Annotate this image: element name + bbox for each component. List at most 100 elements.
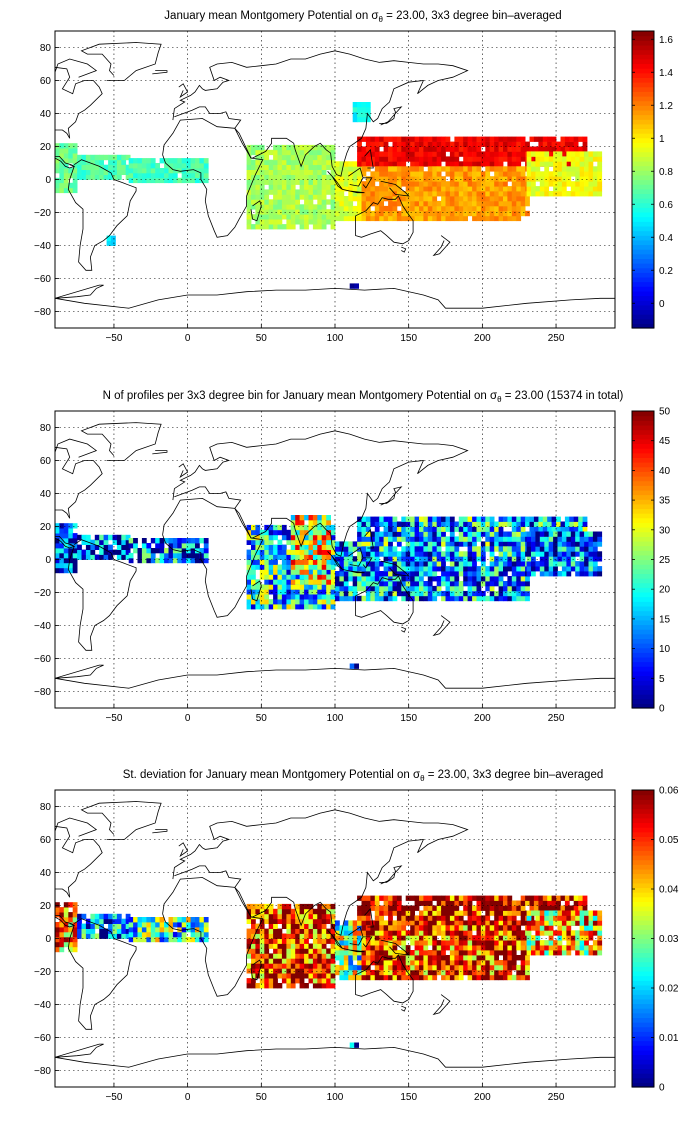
heat-cell: [312, 938, 318, 944]
heat-cell: [321, 978, 327, 984]
heat-cell: [335, 940, 340, 946]
heat-cell: [454, 571, 460, 577]
heat-cell: [273, 584, 278, 590]
heat-cell: [476, 910, 482, 916]
heat-cell: [494, 920, 499, 926]
heat-cell: [396, 146, 402, 152]
heat-cell: [476, 590, 482, 597]
heat-cell: [264, 534, 270, 541]
heat-cell: [317, 564, 323, 570]
heat-cell: [414, 541, 420, 547]
heat-cell: [467, 531, 473, 537]
heat-cell: [564, 521, 570, 527]
heat-cell: [445, 536, 451, 542]
heat-cell: [339, 590, 345, 597]
heat-cell: [281, 963, 287, 969]
heat-cell: [401, 200, 407, 207]
heat-cell: [592, 945, 598, 951]
heat-cell: [401, 935, 407, 941]
colorbar-tick-label: 45: [659, 436, 671, 447]
heat-cell: [419, 945, 424, 951]
heat-cell: [441, 905, 446, 911]
heat-cell: [326, 584, 331, 590]
heat-cell: [259, 599, 265, 605]
coastline: [178, 83, 189, 99]
heat-cell: [59, 946, 65, 953]
heat-cell: [352, 210, 358, 217]
heat-cell: [352, 964, 358, 971]
heat-cell: [361, 116, 367, 123]
heat-cell: [330, 943, 336, 949]
heat-cell: [498, 571, 504, 577]
heat-cell: [427, 576, 433, 582]
colorbar-swatch: [632, 582, 654, 588]
heat-cell: [370, 925, 376, 931]
heat-cell: [503, 950, 508, 956]
heat-cell: [516, 910, 522, 916]
heat-cell: [308, 564, 314, 570]
heat-cell: [128, 172, 134, 179]
heat-cell: [480, 156, 486, 162]
heat-cell: [511, 964, 517, 971]
heat-cell: [85, 549, 91, 555]
colorbar-tick-label: 10: [659, 644, 671, 655]
heat-cell: [503, 521, 508, 527]
colorbar-swatch: [632, 656, 654, 663]
coastline: [152, 70, 168, 75]
heat-cell: [268, 564, 274, 570]
heat-cell: [544, 166, 550, 172]
heat-cell: [507, 590, 513, 597]
heat-cell: [548, 571, 554, 577]
heat-cell: [419, 196, 424, 202]
heat-cell: [383, 910, 389, 916]
heat-cell: [374, 974, 380, 981]
heat-cell: [203, 163, 209, 169]
heat-cell: [141, 548, 147, 554]
heat-cell: [255, 144, 261, 151]
heat-cell: [561, 950, 567, 956]
heat-cell: [55, 533, 60, 539]
heat-cell: [141, 552, 147, 559]
heat-cell: [77, 534, 82, 541]
heat-cell: [423, 516, 429, 522]
heat-cell: [388, 196, 393, 202]
heat-cell: [379, 925, 384, 931]
heat-cell: [463, 925, 468, 931]
heat-cell: [557, 546, 563, 552]
heat-cell: [579, 191, 585, 197]
heat-cell: [548, 920, 554, 926]
heat-cell: [592, 566, 598, 572]
heat-cell: [529, 915, 535, 921]
heat-cell: [410, 186, 415, 192]
heat-cell: [137, 548, 143, 554]
heat-cell: [286, 554, 292, 560]
heat-cell: [592, 171, 598, 177]
heat-cell: [361, 955, 367, 961]
heat-cell: [286, 569, 292, 575]
heat-cell: [281, 179, 287, 185]
heat-cell: [59, 907, 65, 913]
heat-cell: [489, 935, 495, 941]
heat-cell: [588, 915, 594, 921]
heat-cell: [441, 526, 446, 532]
heat-cell: [55, 158, 60, 164]
heat-cell: [575, 915, 580, 921]
heat-cell: [427, 181, 433, 187]
heat-cell: [304, 948, 309, 954]
heat-cell: [357, 116, 362, 123]
heat-cell: [423, 531, 429, 537]
heat-cell: [339, 960, 345, 966]
heat-cell: [308, 559, 314, 565]
heat-cell: [511, 945, 517, 951]
heat-cell: [312, 594, 318, 600]
heat-cell: [365, 541, 371, 547]
heat-cell: [326, 574, 331, 580]
coastline: [55, 438, 98, 458]
heat-cell: [441, 974, 446, 981]
heat-cell: [112, 923, 118, 929]
heat-cell: [449, 955, 455, 961]
heat-cell: [361, 136, 367, 142]
heat-cell: [365, 925, 371, 931]
colorbar-swatch: [632, 624, 654, 630]
heat-cell: [108, 933, 113, 939]
